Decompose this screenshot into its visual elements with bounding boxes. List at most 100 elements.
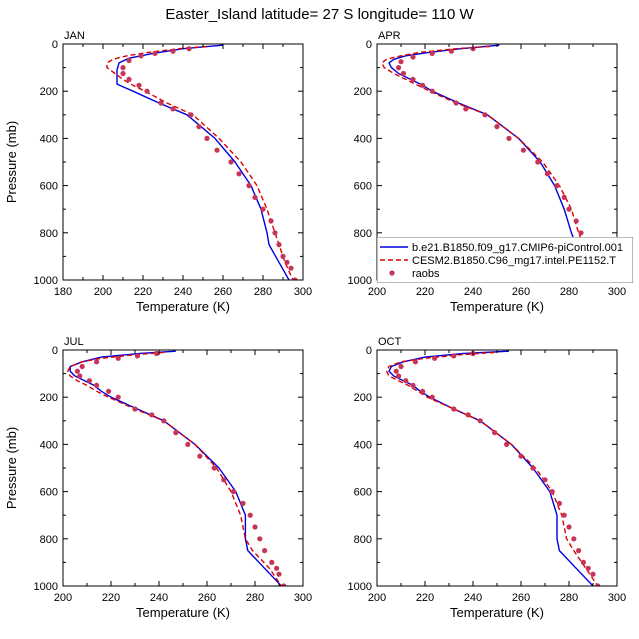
legend-entry-label: raobs [412,268,440,280]
raobs-point [236,171,242,177]
x-tick-label: 220 [416,286,434,298]
raobs-point [284,259,290,265]
raobs-point [403,378,409,384]
raobs-point [549,489,555,495]
raobs-point [554,183,560,189]
raobs-point [252,524,258,530]
raobs-point [186,46,192,52]
x-tick-label: 260 [512,286,530,298]
x-tick-label: 240 [464,592,482,604]
plot-area [106,44,298,280]
x-tick-label: 260 [512,592,530,604]
x-axis-label: Temperature (K) [136,605,230,620]
y-tick-label: 600 [40,181,58,193]
x-axis-label: Temperature (K) [450,299,544,314]
raobs-point [566,524,572,530]
raobs-point [410,382,416,388]
raobs-point [257,536,263,542]
raobs-point [410,54,416,60]
x-tick-label: 200 [94,286,112,298]
panel-oct: 200 220 240 260 280 300 0 200 400 600 800 1000 OCT Te… [348,336,627,620]
raobs-point [158,100,164,106]
raobs-point [398,363,404,370]
raobs-point [477,418,483,424]
raobs-point [542,477,548,483]
x-tick-label: 300 [608,592,626,604]
x-tick-label: 220 [102,592,120,604]
raobs-point [410,76,416,82]
raobs-point [230,489,236,495]
legend-marker-raobs [389,270,395,276]
raobs-point [120,65,126,71]
y-tick-label: 800 [40,534,58,546]
x-tick-label: 220 [416,592,434,604]
raobs-point [214,147,220,153]
raobs-point [240,500,246,506]
y-tick-label: 600 [354,487,372,499]
raobs-point [398,59,404,65]
raobs-point [170,48,176,54]
x-tick-label: 180 [54,286,72,298]
raobs-point [196,124,202,130]
raobs-point [420,82,426,88]
raobs-point [247,512,253,518]
raobs-point [86,378,92,384]
panels-group: 180 200 220 240 260 280 300 0 200 400 600 800 1000 JA… [4,30,633,620]
raobs-point [576,548,582,554]
raobs-point [154,350,160,357]
cesm2-profile-line [67,351,282,586]
raobs-point [281,583,287,586]
x-tick-label: 200 [54,592,72,604]
raobs-point [272,230,278,236]
plot-area [67,350,287,586]
raobs-point [161,418,167,424]
raobs-point [126,76,132,82]
raobs-point [448,48,454,54]
raobs-point [595,583,601,586]
x-tick-label: 260 [214,286,232,298]
plot-frame [62,43,304,281]
raobs-point [74,368,80,374]
raobs-point [288,265,294,271]
y-tick-label: 1000 [348,275,372,287]
y-tick-label: 0 [366,345,372,357]
x-tick-label: 280 [246,592,264,604]
raobs-point [494,124,500,130]
x-tick-label: 300 [294,286,312,298]
raobs-point [152,50,158,57]
y-tick-label: 1000 [348,581,372,593]
raobs-point [535,159,541,165]
legend: b.e21.B1850.f09_g17.CMIP6-piControl.001C… [377,237,633,283]
raobs-point [429,50,435,57]
raobs-point [453,100,459,106]
y-tick-label: 600 [354,181,372,193]
x-tick-label: 220 [134,286,152,298]
raobs-point [170,106,176,112]
y-tick-label: 0 [52,39,58,51]
raobs-point [211,465,217,471]
raobs-point [465,412,471,418]
raobs-point [94,382,100,388]
x-tick-label: 240 [150,592,168,604]
raobs-point [188,112,194,118]
y-tick-label: 400 [40,133,58,145]
raobs-point [432,355,438,361]
raobs-point [260,206,266,212]
x-tick-label: 200 [368,592,386,604]
raobs-point [262,548,268,554]
raobs-point [393,368,399,374]
raobs-point [126,57,132,64]
x-tick-label: 200 [368,286,386,298]
raobs-point [578,230,584,236]
cesm2-profile-line [385,351,599,586]
raobs-point [276,571,282,577]
raobs-point [94,359,100,365]
piControl-profile-line [388,350,594,586]
legend-entry-label: b.e21.B1850.f09_g17.CMIP6-piControl.001 [412,242,623,254]
piControl-profile-line [116,44,290,280]
raobs-point [106,388,112,394]
raobs-point [173,430,179,436]
raobs-point [77,373,83,379]
raobs-point [79,363,85,370]
